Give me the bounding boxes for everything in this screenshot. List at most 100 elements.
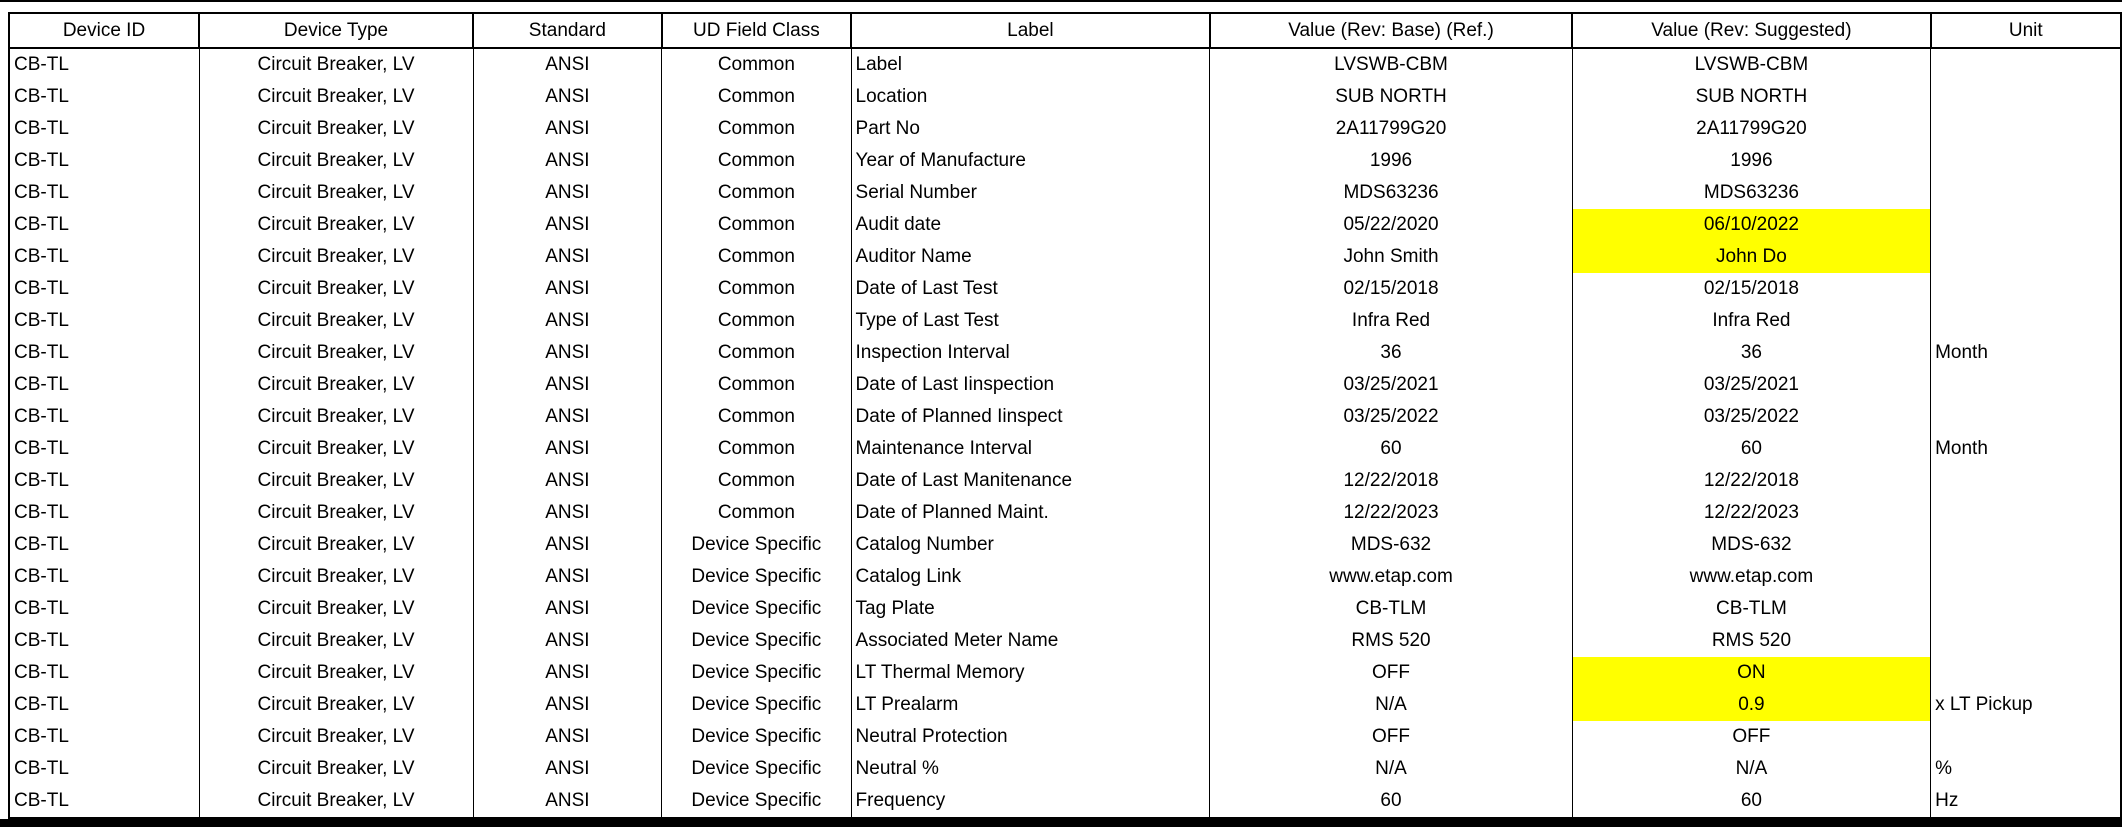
cell-field-class[interactable]: Common [661, 209, 852, 241]
cell-device-type[interactable]: Circuit Breaker, LV [198, 305, 474, 337]
cell-device-id[interactable]: CB-TL [8, 497, 200, 529]
cell-device-type[interactable]: Circuit Breaker, LV [198, 369, 474, 401]
cell-label[interactable]: Part No [850, 113, 1211, 145]
cell-unit[interactable] [1930, 497, 2122, 529]
cell-standard[interactable]: ANSI [472, 401, 663, 433]
cell-label[interactable]: Date of Planned Maint. [850, 497, 1211, 529]
cell-base[interactable]: 12/22/2023 [1209, 497, 1573, 529]
cell-suggested[interactable]: MDS63236 [1571, 177, 1932, 209]
cell-label[interactable]: Date of Planned Iinspect [850, 401, 1211, 433]
cell-device-type[interactable]: Circuit Breaker, LV [198, 401, 474, 433]
cell-standard[interactable]: ANSI [472, 81, 663, 113]
cell-suggested-highlighted[interactable]: John Do [1571, 241, 1932, 273]
cell-unit[interactable] [1930, 177, 2122, 209]
cell-standard[interactable]: ANSI [472, 433, 663, 465]
cell-device-type[interactable]: Circuit Breaker, LV [198, 721, 474, 753]
cell-base[interactable]: N/A [1209, 753, 1573, 785]
cell-label[interactable]: Tag Plate [850, 593, 1211, 625]
cell-base[interactable]: 60 [1209, 433, 1573, 465]
cell-label[interactable]: Date of Last Test [850, 273, 1211, 305]
cell-base[interactable]: N/A [1209, 689, 1573, 721]
column-header-base[interactable]: Value (Rev: Base) (Ref.) [1208, 12, 1574, 49]
cell-standard[interactable]: ANSI [472, 337, 663, 369]
cell-unit[interactable] [1930, 305, 2122, 337]
cell-label[interactable]: Catalog Number [850, 529, 1211, 561]
cell-suggested-highlighted[interactable]: ON [1571, 657, 1932, 689]
cell-suggested[interactable]: 12/22/2018 [1571, 465, 1932, 497]
cell-device-type[interactable]: Circuit Breaker, LV [198, 433, 474, 465]
cell-base[interactable]: 05/22/2020 [1209, 209, 1573, 241]
cell-suggested[interactable]: 2A11799G20 [1571, 113, 1932, 145]
cell-label[interactable]: Label [850, 48, 1211, 81]
cell-field-class[interactable]: Common [661, 369, 852, 401]
cell-unit[interactable] [1930, 465, 2122, 497]
cell-field-class[interactable]: Common [661, 81, 852, 113]
cell-device-id[interactable]: CB-TL [8, 593, 200, 625]
cell-base[interactable]: John Smith [1209, 241, 1573, 273]
cell-label[interactable]: Neutral % [850, 753, 1211, 785]
cell-standard[interactable]: ANSI [472, 48, 663, 81]
cell-base[interactable]: 03/25/2021 [1209, 369, 1573, 401]
cell-label[interactable]: Auditor Name [850, 241, 1211, 273]
cell-field-class[interactable]: Device Specific [661, 593, 852, 625]
cell-label[interactable]: Date of Last Iinspection [850, 369, 1211, 401]
cell-unit[interactable]: Hz [1930, 785, 2122, 818]
cell-device-id[interactable]: CB-TL [8, 273, 200, 305]
cell-label[interactable]: Catalog Link [850, 561, 1211, 593]
cell-unit[interactable]: x LT Pickup [1930, 689, 2122, 721]
cell-device-id[interactable]: CB-TL [8, 209, 200, 241]
cell-label[interactable]: Maintenance Interval [850, 433, 1211, 465]
cell-device-type[interactable]: Circuit Breaker, LV [198, 465, 474, 497]
cell-device-id[interactable]: CB-TL [8, 81, 200, 113]
cell-device-id[interactable]: CB-TL [8, 465, 200, 497]
cell-standard[interactable]: ANSI [472, 273, 663, 305]
cell-unit[interactable] [1930, 48, 2122, 81]
cell-field-class[interactable]: Device Specific [661, 689, 852, 721]
cell-device-type[interactable]: Circuit Breaker, LV [198, 593, 474, 625]
cell-field-class[interactable]: Common [661, 145, 852, 177]
cell-device-id[interactable]: CB-TL [8, 561, 200, 593]
cell-standard[interactable]: ANSI [472, 497, 663, 529]
column-header-device-id[interactable]: Device ID [8, 12, 200, 49]
cell-unit[interactable] [1930, 401, 2122, 433]
cell-suggested[interactable]: 1996 [1571, 145, 1932, 177]
cell-field-class[interactable]: Common [661, 177, 852, 209]
cell-device-type[interactable]: Circuit Breaker, LV [198, 209, 474, 241]
cell-device-type[interactable]: Circuit Breaker, LV [198, 113, 474, 145]
cell-field-class[interactable]: Device Specific [661, 561, 852, 593]
cell-base[interactable]: OFF [1209, 721, 1573, 753]
column-header-unit[interactable]: Unit [1929, 12, 2122, 49]
cell-suggested[interactable]: www.etap.com [1571, 561, 1932, 593]
cell-unit[interactable] [1930, 209, 2122, 241]
cell-field-class[interactable]: Common [661, 465, 852, 497]
cell-label[interactable]: Type of Last Test [850, 305, 1211, 337]
cell-suggested[interactable]: MDS-632 [1571, 529, 1932, 561]
cell-field-class[interactable]: Device Specific [661, 721, 852, 753]
cell-device-type[interactable]: Circuit Breaker, LV [198, 529, 474, 561]
cell-device-type[interactable]: Circuit Breaker, LV [198, 657, 474, 689]
cell-unit[interactable] [1930, 273, 2122, 305]
cell-base[interactable]: 02/15/2018 [1209, 273, 1573, 305]
cell-field-class[interactable]: Common [661, 273, 852, 305]
cell-standard[interactable]: ANSI [472, 753, 663, 785]
cell-field-class[interactable]: Common [661, 401, 852, 433]
cell-label[interactable]: Neutral Protection [850, 721, 1211, 753]
cell-unit[interactable]: % [1930, 753, 2122, 785]
cell-label[interactable]: LT Prealarm [850, 689, 1211, 721]
cell-suggested[interactable]: N/A [1571, 753, 1932, 785]
cell-standard[interactable]: ANSI [472, 113, 663, 145]
column-header-suggested[interactable]: Value (Rev: Suggested) [1571, 12, 1932, 49]
cell-unit[interactable] [1930, 529, 2122, 561]
cell-device-type[interactable]: Circuit Breaker, LV [198, 48, 474, 81]
cell-unit[interactable] [1930, 593, 2122, 625]
cell-unit[interactable] [1930, 625, 2122, 657]
cell-device-id[interactable]: CB-TL [8, 337, 200, 369]
cell-unit[interactable] [1930, 561, 2122, 593]
column-header-label[interactable]: Label [850, 12, 1211, 49]
cell-unit[interactable] [1930, 721, 2122, 753]
cell-unit[interactable]: Month [1930, 433, 2122, 465]
cell-label[interactable]: Year of Manufacture [850, 145, 1211, 177]
cell-field-class[interactable]: Device Specific [661, 657, 852, 689]
column-header-standard[interactable]: Standard [472, 12, 663, 49]
cell-unit[interactable] [1930, 113, 2122, 145]
